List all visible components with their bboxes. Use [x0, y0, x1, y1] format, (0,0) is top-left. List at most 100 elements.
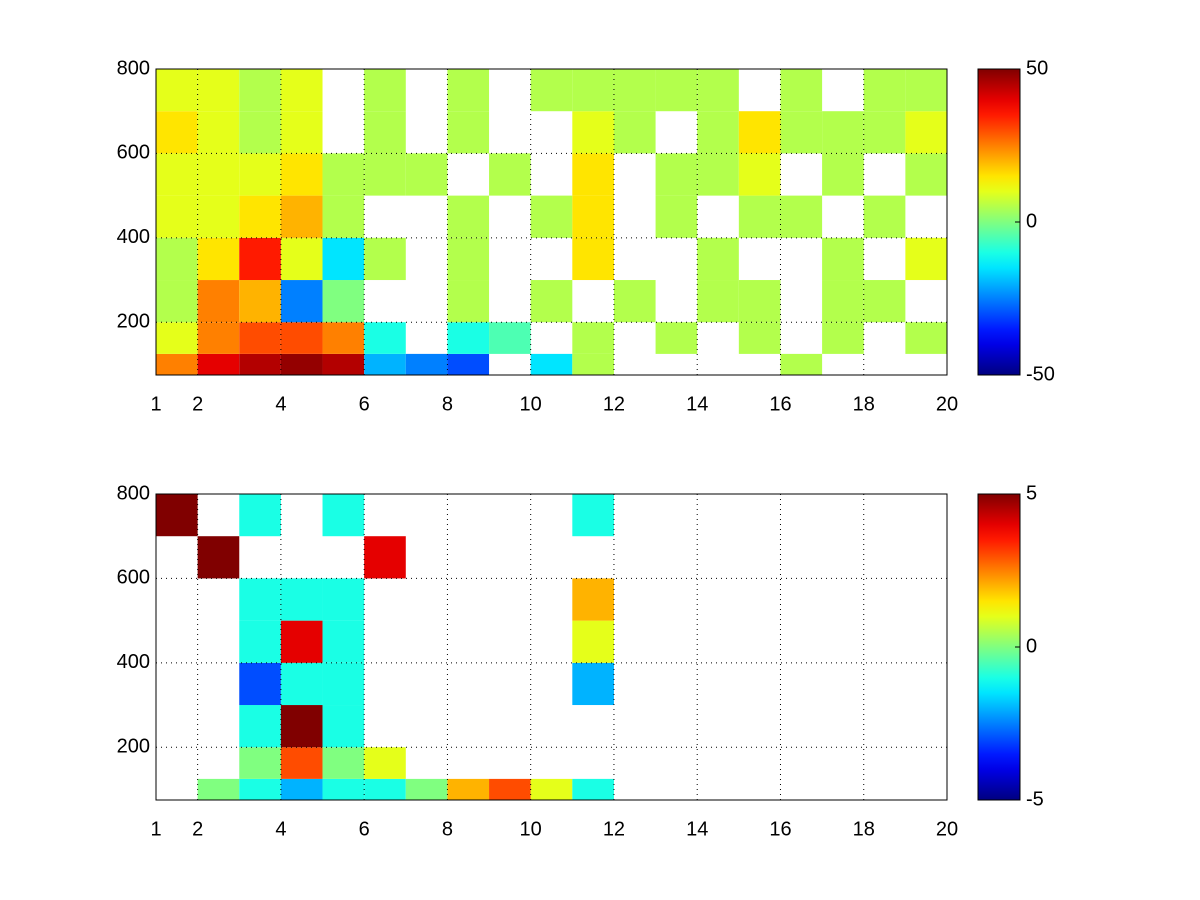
heatmap-cell: [239, 280, 281, 323]
heatmap-cell: [280, 280, 323, 323]
heatmap-cell: [405, 778, 448, 800]
heatmap-cell: [239, 747, 281, 779]
heatmap-cell: [613, 280, 656, 323]
heatmap-cell: [447, 353, 490, 375]
heatmap-cell: [280, 578, 323, 621]
heatmap-cell: [239, 111, 281, 154]
heatmap-cell: [530, 778, 573, 800]
heatmap-cell: [572, 353, 614, 375]
heatmap-cell: [280, 705, 323, 748]
heatmap-cell: [364, 111, 406, 154]
x-tick-label: 12: [603, 818, 625, 840]
heatmap-cell: [322, 705, 365, 748]
heatmap-cell: [364, 536, 406, 579]
heatmap-cell: [655, 195, 698, 238]
heatmap-cell: [280, 69, 323, 112]
heatmap-cell: [197, 195, 240, 238]
heatmap-cell: [322, 778, 365, 800]
heatmap-cell: [239, 237, 281, 281]
colorbar-tick-label: 0: [1026, 210, 1037, 232]
heatmap-cell: [447, 322, 490, 354]
heatmap-cell: [489, 322, 531, 354]
heatmap-cell: [863, 195, 906, 238]
heatmap-cell: [239, 353, 281, 375]
heatmap-cell: [572, 494, 614, 537]
x-tick-label: 20: [936, 818, 958, 840]
heatmap-cell: [197, 536, 240, 579]
heatmap-cell: [239, 705, 281, 748]
heatmap-cell: [364, 747, 406, 779]
x-tick-label: 4: [275, 393, 286, 415]
heatmap-cell: [780, 353, 823, 375]
colorbar: [978, 494, 1020, 800]
heatmap-cell: [322, 494, 365, 537]
heatmap-cell: [822, 153, 864, 196]
x-tick-label: 6: [359, 393, 370, 415]
x-tick-label: 12: [603, 393, 625, 415]
x-tick-label: 2: [192, 393, 203, 415]
x-tick-label: 8: [442, 818, 453, 840]
heatmap-cell: [280, 322, 323, 354]
heatmap-cell: [156, 111, 198, 154]
heatmap-cell: [280, 153, 323, 196]
y-tick-label: 600: [117, 567, 150, 589]
heatmap-cell: [822, 322, 864, 354]
heatmap-cell: [655, 69, 698, 112]
heatmap-cell: [697, 69, 739, 112]
heatmap-cell: [655, 322, 698, 354]
heatmap-cell: [364, 237, 406, 281]
heatmap-cell: [863, 111, 906, 154]
heatmap-cell: [572, 237, 614, 281]
heatmap-cell: [364, 153, 406, 196]
heatmap-cell: [447, 778, 490, 800]
heatmap-cell: [613, 69, 656, 112]
heatmap-cell: [197, 322, 240, 354]
colorbar-tick-label: 50: [1026, 57, 1048, 79]
heatmap-cell: [364, 69, 406, 112]
heatmap-cell: [572, 153, 614, 196]
colorbar-tick-label: 0: [1026, 635, 1037, 657]
heatmap-cell: [280, 778, 323, 800]
heatmap-cell: [322, 353, 365, 375]
heatmap-cell: [572, 778, 614, 800]
heatmap-cell: [697, 153, 739, 196]
heatmap-cell: [239, 69, 281, 112]
heatmap-cell: [197, 280, 240, 323]
heatmap-cell: [322, 237, 365, 281]
heatmap-cell: [447, 111, 490, 154]
x-tick-label: 18: [853, 393, 875, 415]
heatmap-cell: [697, 111, 739, 154]
heatmap-cell: [322, 322, 365, 354]
x-tick-label: 1: [150, 393, 161, 415]
x-tick-label: 6: [359, 818, 370, 840]
heatmap-cell: [738, 153, 781, 196]
heatmap-cell: [489, 778, 531, 800]
colorbar-tick-label: 5: [1026, 482, 1037, 504]
y-tick-label: 200: [117, 311, 150, 333]
heatmap-cell: [197, 237, 240, 281]
x-tick-label: 16: [769, 818, 791, 840]
heatmap-cell: [905, 111, 947, 154]
heatmap-cell: [197, 111, 240, 154]
heatmap-cell: [697, 280, 739, 323]
heatmap-cell: [280, 195, 323, 238]
heatmap-cell: [905, 69, 947, 112]
y-tick-label: 800: [117, 57, 150, 79]
heatmap-cell: [239, 153, 281, 196]
heatmap-cell: [197, 153, 240, 196]
heatmap-cell: [322, 747, 365, 779]
heatmap-cell: [530, 353, 573, 375]
heatmap-cell: [572, 195, 614, 238]
heatmap-cell: [655, 153, 698, 196]
colorbar: [978, 69, 1020, 375]
x-tick-label: 10: [520, 393, 542, 415]
heatmap-cell: [738, 322, 781, 354]
heatmap-cell: [530, 280, 573, 323]
heatmap-cell: [239, 620, 281, 663]
heatmap-cell: [405, 153, 448, 196]
heatmap-cell: [613, 111, 656, 154]
plot-frame: [155, 493, 948, 801]
heatmap-cell: [280, 237, 323, 281]
x-tick-label: 14: [686, 818, 708, 840]
